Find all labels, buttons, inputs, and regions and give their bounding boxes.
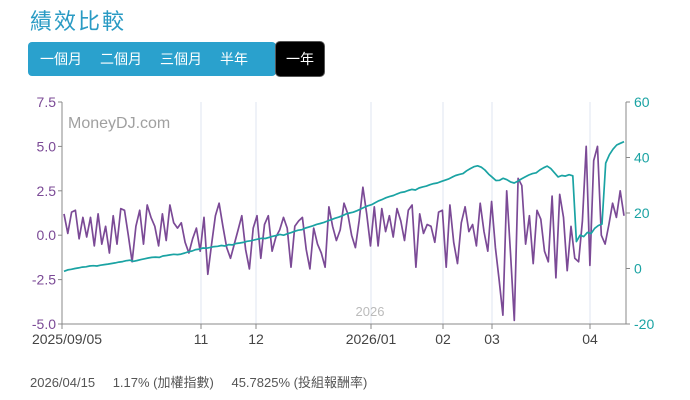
- y-right-tick-label: 0: [634, 261, 642, 277]
- y-left-tick-label: -5.0: [32, 316, 56, 332]
- x-tick-label: 12: [248, 331, 264, 347]
- tab-three-months[interactable]: 三個月: [160, 51, 202, 67]
- y-right-tick-label: 40: [634, 150, 650, 166]
- tab-two-months[interactable]: 二個月: [100, 51, 142, 67]
- tab-half-year[interactable]: 半年: [220, 51, 248, 67]
- x-tick-label: 04: [582, 331, 598, 347]
- y-left-tick-label: 7.5: [37, 94, 57, 110]
- tab-one-month[interactable]: 一個月: [40, 51, 82, 67]
- footer-fund-return: 45.7825% (投組報酬率): [231, 375, 368, 390]
- footer-index-return: 1.17% (加權指數): [112, 375, 214, 390]
- watermark-text: MoneyDJ.com: [68, 115, 170, 132]
- y-left-tick-label: 2.5: [37, 183, 57, 199]
- y-right-tick-label: -20: [634, 316, 654, 332]
- y-right-tick-label: 20: [634, 205, 650, 221]
- period-tabs: 一個月 二個月 三個月 半年 一年: [28, 42, 324, 76]
- x-tick-label: 2026/01: [346, 331, 397, 347]
- series-line-fund: [63, 140, 625, 273]
- x-tick-label: 11: [194, 331, 209, 347]
- y-right-tick-label: 60: [634, 94, 650, 110]
- chart-footer: 2026/04/15 1.17% (加權指數) 45.7825% (投組報酬率): [30, 372, 381, 391]
- y-left-tick-label: 0.0: [37, 227, 57, 243]
- tab-one-year[interactable]: 一年: [276, 42, 324, 76]
- series-line-index: [63, 145, 625, 322]
- y-left-tick-label: 5.0: [37, 138, 57, 154]
- year-marker: 2026: [356, 304, 385, 319]
- x-tick-label: 02: [435, 331, 451, 347]
- footer-date: 2026/04/15: [30, 375, 96, 390]
- x-tick-label: 2025/09/05: [32, 331, 102, 347]
- y-left-tick-label: -2.5: [32, 272, 56, 288]
- performance-chart: 7.5 5.0 2.5 0.0 -2.5 -5.0 60 40 20 0 -20 2025/09/05…: [32, 94, 655, 347]
- x-tick-label: 03: [484, 331, 500, 347]
- page-title: 績效比較: [30, 9, 127, 34]
